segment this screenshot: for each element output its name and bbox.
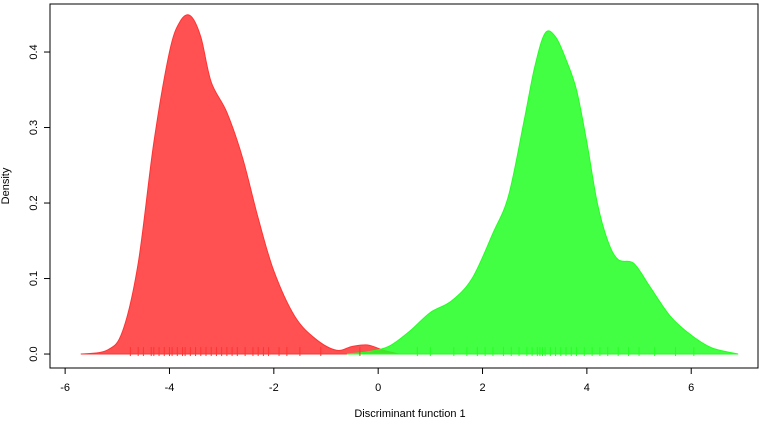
density-area <box>346 30 739 355</box>
x-axis-label: Discriminant function 1 <box>354 408 465 420</box>
x-tick-label: 0 <box>375 382 381 394</box>
x-tick-label: 6 <box>688 382 694 394</box>
x-tick-label: -2 <box>269 382 279 394</box>
x-tick-label: 4 <box>584 382 590 394</box>
y-tick-label: 0.4 <box>28 44 40 59</box>
density-area <box>80 14 400 355</box>
y-tick-label: 0.2 <box>28 195 40 210</box>
y-axis-label: Density <box>0 167 12 204</box>
x-tick-label: 2 <box>479 382 485 394</box>
plot-frame <box>49 3 759 369</box>
x-tick-label: -4 <box>165 382 175 394</box>
y-tick-label: 0.3 <box>28 120 40 135</box>
y-tick-label: 0.0 <box>28 346 40 361</box>
x-tick-label: -6 <box>60 382 70 394</box>
y-tick-label: 0.1 <box>28 271 40 286</box>
